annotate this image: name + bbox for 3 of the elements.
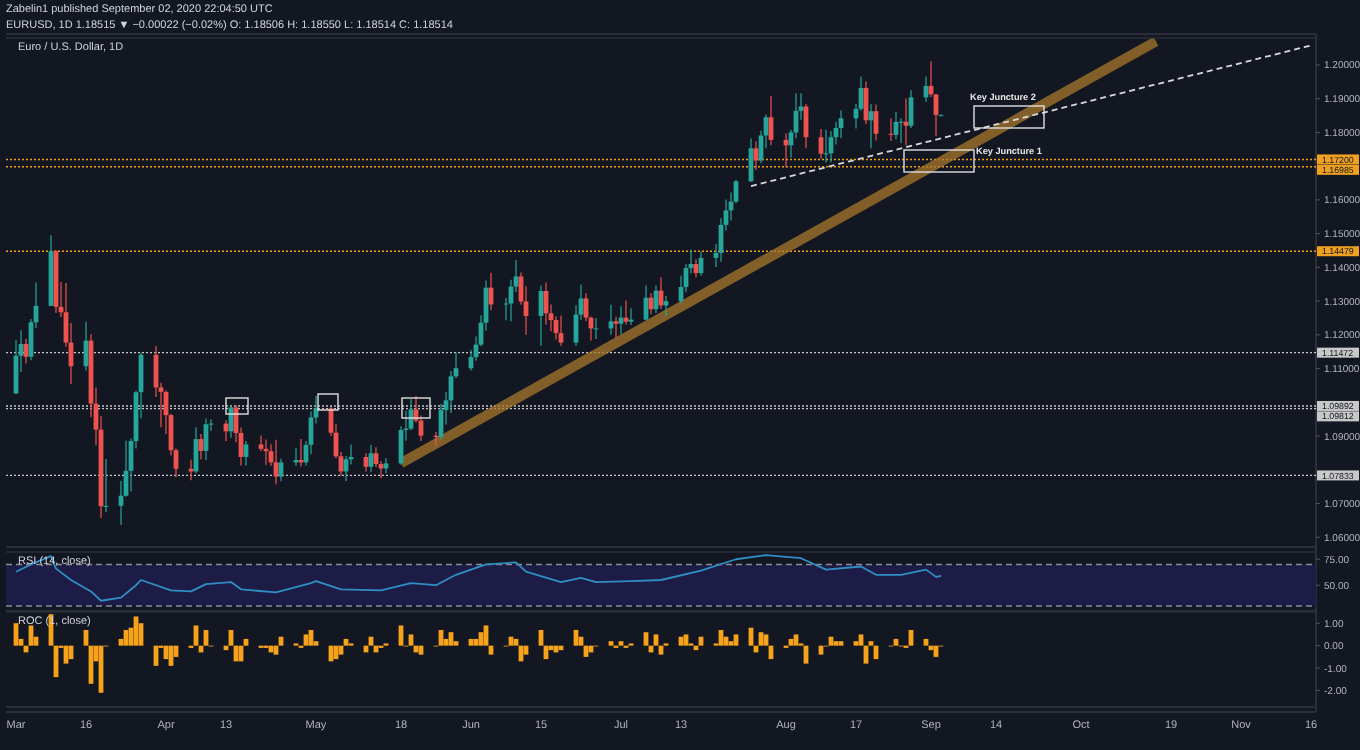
line-series [15, 554, 942, 602]
candlestick [663, 295, 669, 317]
candlestick [613, 316, 619, 339]
